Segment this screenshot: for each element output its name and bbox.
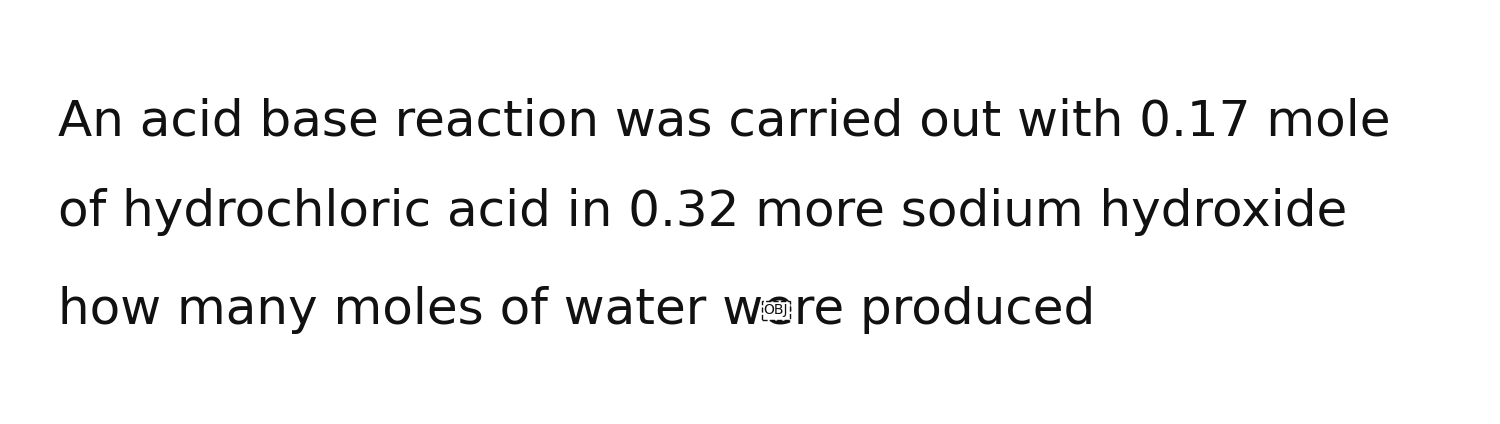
Text: An acid base reaction was carried out with 0.17 mole: An acid base reaction was carried out wi…: [57, 98, 1390, 146]
Text: OBJ: OBJ: [764, 304, 788, 318]
Text: of hydrochloric acid in 0.32 more sodium hydroxide: of hydrochloric acid in 0.32 more sodium…: [57, 188, 1347, 236]
Text: how many moles of water were produced: how many moles of water were produced: [57, 287, 1095, 335]
